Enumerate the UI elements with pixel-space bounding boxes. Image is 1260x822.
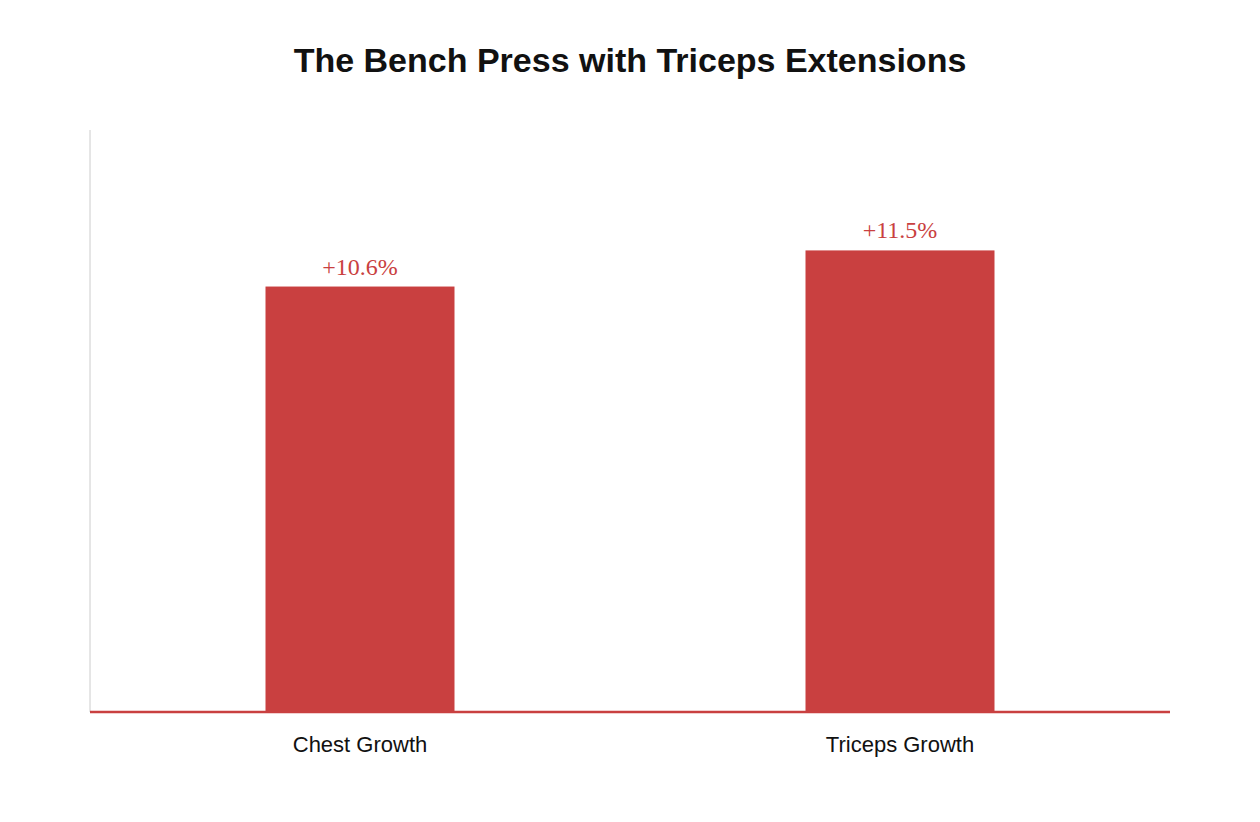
bars <box>266 250 995 712</box>
bar <box>806 250 995 712</box>
x-axis-line <box>90 711 1170 714</box>
data-label: +11.5% <box>863 217 938 243</box>
chart-title: The Bench Press with Triceps Extensions <box>294 41 967 79</box>
chart-container: The Bench Press with Triceps Extensions +… <box>0 0 1260 822</box>
y-axis-line <box>90 130 91 712</box>
x-tick-label: Triceps Growth <box>826 732 974 757</box>
bar <box>266 287 455 712</box>
x-tick-label: Chest Growth <box>293 732 428 757</box>
chart-svg: The Bench Press with Triceps Extensions +… <box>0 0 1260 822</box>
data-label: +10.6% <box>322 254 398 280</box>
